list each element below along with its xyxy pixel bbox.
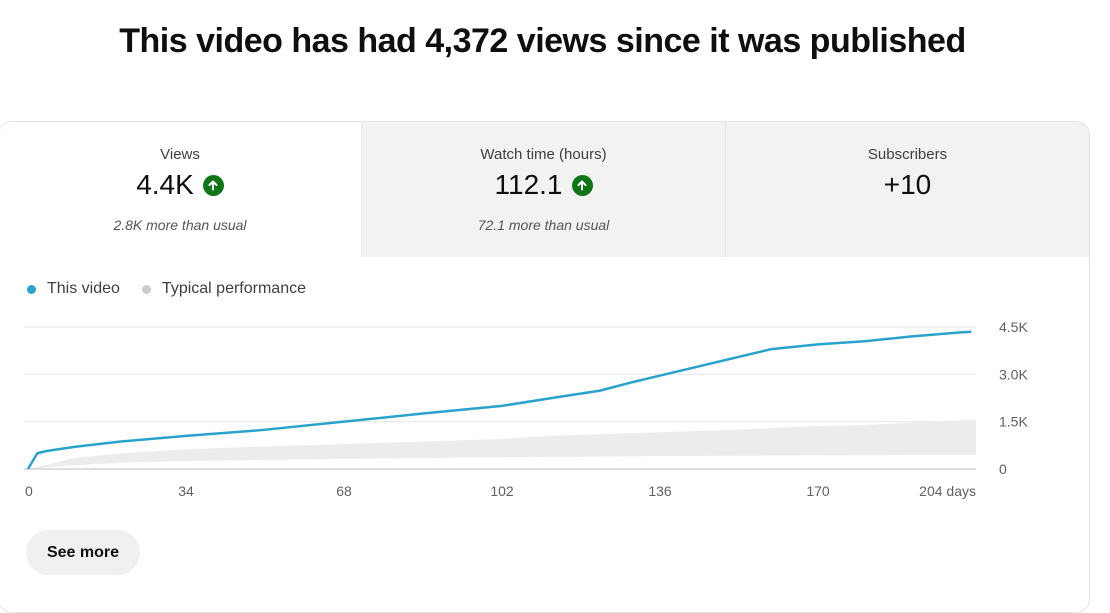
x-tick-label: 136	[648, 483, 672, 499]
x-tick-label: 204 days	[919, 483, 976, 499]
y-tick-label: 0	[999, 461, 1007, 477]
stat-label: Subscribers	[867, 146, 948, 163]
y-tick-label: 1.5K	[999, 414, 1028, 430]
y-tick-label: 4.5K	[999, 319, 1028, 335]
trend-up-icon	[202, 174, 224, 196]
stat-value-text: +10	[883, 169, 932, 200]
stats-row: Views 4.4K 2.8K more than usual Watch ti…	[0, 122, 1089, 257]
stat-label: Views	[160, 146, 200, 163]
typical-dot-icon	[141, 284, 151, 294]
legend-item-this-video: This video	[27, 280, 120, 298]
stat-value-text: 112.1	[494, 169, 563, 200]
views-stat-tab[interactable]: Views 4.4K 2.8K more than usual	[0, 122, 361, 257]
x-tick-label: 102	[490, 483, 514, 499]
legend-label: This video	[47, 280, 120, 297]
stat-label: Watch time (hours)	[480, 146, 607, 163]
typical-performance-band	[28, 420, 976, 469]
x-tick-label: 68	[336, 483, 352, 499]
x-tick-label: 170	[806, 483, 830, 499]
stat-note: 2.8K more than usual	[113, 217, 247, 233]
x-tick-label: 0	[25, 483, 33, 499]
subscribers-stat-tab[interactable]: Subscribers +10	[725, 122, 1089, 257]
trend-up-icon	[571, 174, 593, 196]
y-tick-label: 3.0K	[999, 366, 1028, 382]
page-title: This video has had 4,372 views since it …	[119, 22, 966, 60]
legend-label: Typical performance	[161, 280, 306, 297]
this-video-line	[26, 330, 972, 470]
x-tick-label: 34	[178, 483, 194, 499]
stat-value: 112.1	[362, 169, 725, 201]
stat-value: +10	[726, 169, 1089, 201]
views-chart: 0 1.5K 3.0K 4.5K 0 34 68 102 136 170 204 days	[24, 319, 1028, 499]
this-video-dot-icon	[27, 284, 36, 294]
watch-time-stat-tab[interactable]: Watch time (hours) 112.1 72.1 more than …	[361, 122, 725, 257]
chart-legend: This video Typical performance	[27, 280, 328, 298]
stat-value-text: 4.4K	[136, 169, 194, 200]
see-more-button[interactable]: See more	[26, 530, 140, 575]
legend-item-typical: Typical performance	[141, 280, 306, 298]
stat-value: 4.4K	[0, 169, 361, 201]
stat-note: 72.1 more than usual	[477, 217, 610, 233]
analytics-card: Views 4.4K 2.8K more than usual Watch ti…	[0, 121, 1090, 613]
